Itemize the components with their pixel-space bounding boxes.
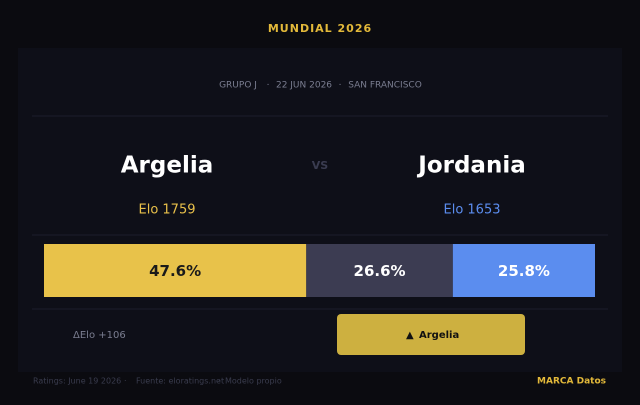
pick-icon: ▲ bbox=[406, 330, 414, 341]
separator: · bbox=[124, 377, 127, 386]
probability-bar: 47.6% 26.6% 25.8% bbox=[44, 244, 595, 297]
brand: MARCA Datos bbox=[537, 377, 606, 387]
bar-segment bbox=[306, 244, 453, 297]
bar-label: 26.6% bbox=[354, 262, 406, 280]
away-team: Jordania bbox=[416, 153, 525, 179]
separator: · bbox=[218, 377, 221, 386]
footer-note: Modelo propio bbox=[225, 377, 282, 386]
home-team: Argelia bbox=[121, 153, 214, 179]
group: GRUPO J bbox=[219, 81, 257, 91]
date: 22 JUN 2026 bbox=[276, 81, 332, 91]
title: MUNDIAL 2026 bbox=[268, 22, 372, 35]
bar-segment bbox=[452, 244, 595, 297]
card bbox=[18, 48, 622, 372]
elo-delta: ΔElo +106 bbox=[73, 330, 126, 341]
separator: · bbox=[339, 81, 342, 91]
pick-button[interactable] bbox=[337, 314, 525, 355]
bar-label: 25.8% bbox=[498, 262, 550, 280]
footer-note: Ratings: June 19 2026 bbox=[33, 377, 121, 386]
away-elo: Elo 1653 bbox=[444, 203, 501, 218]
vs: VS bbox=[312, 159, 329, 172]
pick-label: Argelia bbox=[419, 330, 459, 341]
footer-note: Fuente: eloratings.net bbox=[136, 377, 224, 386]
bar-segment bbox=[44, 244, 307, 297]
home-elo: Elo 1759 bbox=[139, 203, 196, 218]
venue: SAN FRANCISCO bbox=[348, 81, 422, 91]
bar-label: 47.6% bbox=[149, 262, 201, 280]
separator: · bbox=[267, 81, 270, 91]
